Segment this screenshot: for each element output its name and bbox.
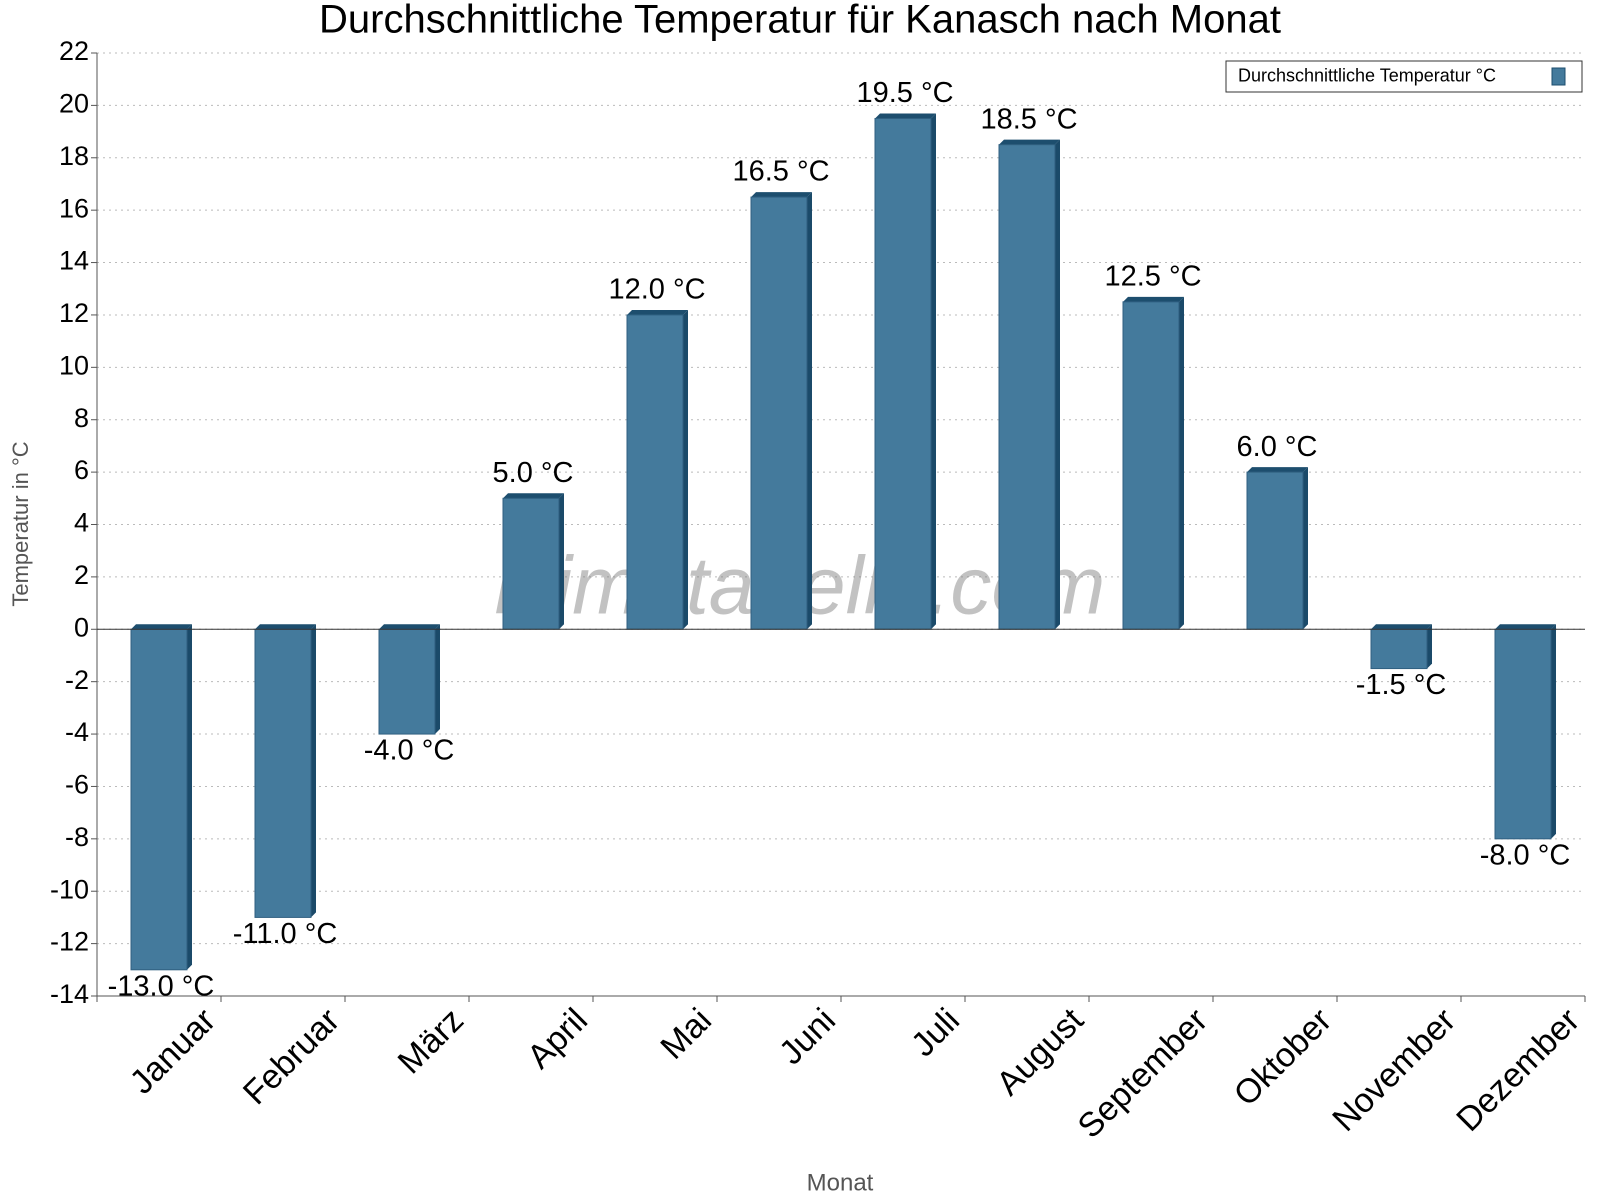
x-tick-label: Januar [123,1001,223,1101]
y-tick-label: 20 [59,89,89,119]
y-tick-label: 4 [74,508,89,538]
bar-side [1179,296,1184,630]
data-label: 16.5 °C [732,156,829,188]
y-tick-label: 12 [59,298,89,328]
bar [1494,628,1552,840]
y-tick-label: 8 [74,403,89,433]
bar-side [187,624,192,970]
bar-side [435,624,440,735]
legend-swatch [1551,67,1566,86]
x-tick-label: Juni [772,1001,843,1072]
bar-top [1371,624,1432,630]
legend-box [1225,60,1583,93]
y-tick-label: -2 [65,665,89,695]
x-tick-label: März [391,1001,471,1081]
bar-top [999,139,1060,145]
bar [874,117,932,630]
y-tick-label: 10 [59,350,89,380]
chart-title: Durchschnittliche Temperatur für Kanasch… [319,0,1281,42]
bar [1370,628,1428,670]
bar-side [683,309,688,630]
data-label: -8.0 °C [1480,839,1571,871]
bar-side [1055,139,1060,630]
bar [378,628,436,735]
bar-side [1551,624,1556,839]
bar-top [503,493,564,499]
bar-top [131,624,192,630]
x-tick-label: August [989,1001,1091,1103]
x-tick-label: April [520,1001,595,1076]
y-tick-label: 16 [59,193,89,223]
bar [254,628,312,918]
data-label: -13.0 °C [108,970,215,1002]
bar-side [931,113,936,630]
bar [130,628,188,971]
bar [998,144,1056,630]
bar-top [627,309,688,315]
legend-label: Durchschnittliche Temperatur °C [1238,65,1496,85]
bar-side [807,192,812,630]
bar-top [875,113,936,119]
bar-top [379,624,440,630]
y-tick-label: 0 [74,612,89,642]
x-tick-label: Oktober [1227,1001,1339,1113]
data-label: -11.0 °C [233,918,338,950]
data-label: 18.5 °C [980,103,1077,135]
data-label: 19.5 °C [856,77,953,109]
y-tick-label: -10 [50,874,89,904]
bar-top [255,624,316,630]
bar [502,497,560,630]
bar [750,196,808,630]
data-label: -4.0 °C [364,735,455,767]
y-tick-label: -8 [65,822,89,852]
bar [1246,471,1304,630]
data-label: 12.5 °C [1104,261,1201,293]
bar [1122,301,1180,630]
bar [626,314,684,630]
x-tick-label: September [1071,1001,1215,1145]
bar-top [1123,296,1184,302]
data-label: 6.0 °C [1237,431,1318,463]
x-tick-label: November [1325,1001,1463,1139]
y-tick-label: 18 [59,141,89,171]
data-label: -1.5 °C [1356,669,1447,701]
x-tick-label: Juli [904,1001,967,1064]
x-tick-label: Mai [653,1001,719,1067]
y-tick-label: -6 [65,770,89,800]
x-tick-label: Februar [236,1001,347,1112]
bar-top [751,192,812,198]
bar-side [311,624,316,918]
bar-side [559,493,564,630]
y-tick-label: -12 [50,927,89,957]
y-tick-label: 6 [74,455,89,485]
y-tick-label: -4 [65,717,89,747]
data-label: 5.0 °C [493,457,574,489]
y-tick-label: 2 [74,560,89,590]
x-axis-label: Monat [807,1169,874,1196]
x-tick-label: Dezember [1449,1001,1587,1139]
y-tick-label: -14 [50,979,89,1009]
bar-top [1247,467,1308,473]
y-tick-label: 14 [59,246,89,276]
bar-side [1427,624,1432,669]
bar-top [1495,624,1556,630]
bar-side [1303,467,1308,630]
y-tick-label: 22 [59,36,89,66]
data-label: 12.0 °C [608,274,705,306]
y-axis-label: Temperatur in °C [8,441,33,606]
